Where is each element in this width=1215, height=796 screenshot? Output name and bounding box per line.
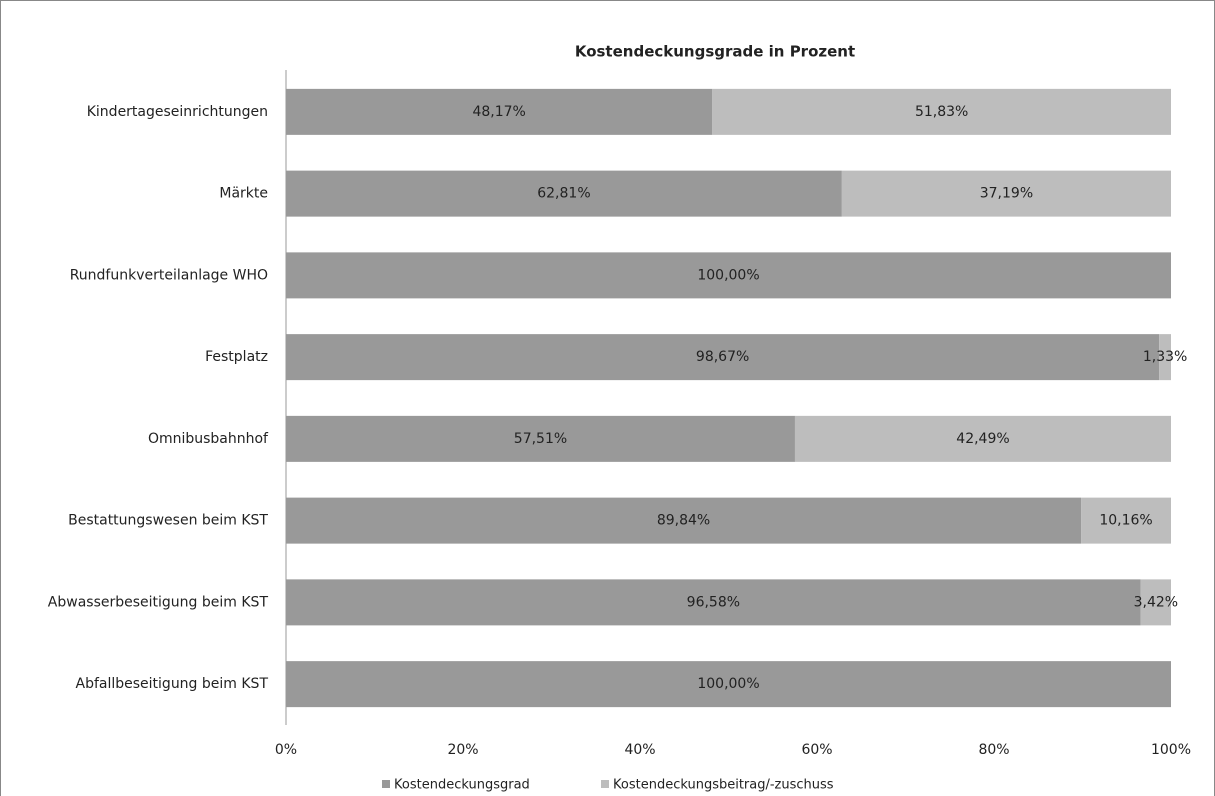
- y-tick-label: Abwasserbeseitigung beim KST: [48, 594, 269, 610]
- x-tick-label: 100%: [1151, 742, 1191, 758]
- bar-segment: [286, 415, 795, 462]
- x-tick-label: 0%: [275, 742, 297, 758]
- bar-segment: [286, 579, 1141, 626]
- legend-swatch: [601, 780, 609, 788]
- x-tick-label: 40%: [624, 742, 655, 758]
- y-tick-label: Festplatz: [205, 349, 268, 365]
- y-tick-label: Bestattungswesen beim KST: [68, 513, 268, 529]
- data-label: 89,84%: [657, 513, 710, 529]
- data-label: 100,00%: [697, 676, 759, 692]
- bar-segment: [286, 661, 1171, 708]
- data-label: 98,67%: [696, 349, 749, 365]
- data-label: 10,16%: [1099, 513, 1152, 529]
- legend-swatch: [382, 780, 390, 788]
- chart-title: Kostendeckungsgrade in Prozent: [575, 43, 855, 61]
- data-label: 62,81%: [537, 186, 590, 202]
- bar-segment: [1140, 579, 1171, 626]
- y-tick-label: Abfallbeseitigung beim KST: [76, 676, 269, 692]
- x-tick-label: 60%: [801, 742, 832, 758]
- bar-segment: [1159, 334, 1171, 381]
- y-tick-label: Kindertageseinrichtungen: [87, 104, 268, 120]
- data-label: 37,19%: [980, 186, 1033, 202]
- bar-segment: [1081, 497, 1171, 544]
- data-label: 42,49%: [956, 431, 1009, 447]
- bar-segment: [286, 334, 1160, 381]
- x-tick-label: 20%: [447, 742, 478, 758]
- bar-segment: [794, 415, 1171, 462]
- bar-segment: [841, 170, 1171, 217]
- bar-segment: [286, 170, 842, 217]
- y-tick-label: Märkte: [219, 186, 268, 202]
- legend-label: Kostendeckungsgrad: [394, 778, 530, 793]
- data-label: 57,51%: [514, 431, 567, 447]
- data-label: 1,33%: [1143, 349, 1187, 365]
- data-label: 51,83%: [915, 104, 968, 120]
- data-label: 3,42%: [1134, 594, 1178, 610]
- bar-segment: [286, 88, 713, 135]
- x-tick-label: 80%: [978, 742, 1009, 758]
- data-label: 100,00%: [697, 267, 759, 283]
- data-label: 48,17%: [472, 104, 525, 120]
- bar-segment: [712, 88, 1171, 135]
- legend-label: Kostendeckungsbeitrag/-zuschuss: [613, 778, 834, 793]
- bar-segment: [286, 252, 1171, 299]
- bar-segment: [286, 497, 1082, 544]
- data-label: 96,58%: [687, 594, 740, 610]
- y-tick-label: Omnibusbahnhof: [148, 431, 269, 447]
- y-tick-label: Rundfunkverteilanlage WHO: [70, 267, 268, 283]
